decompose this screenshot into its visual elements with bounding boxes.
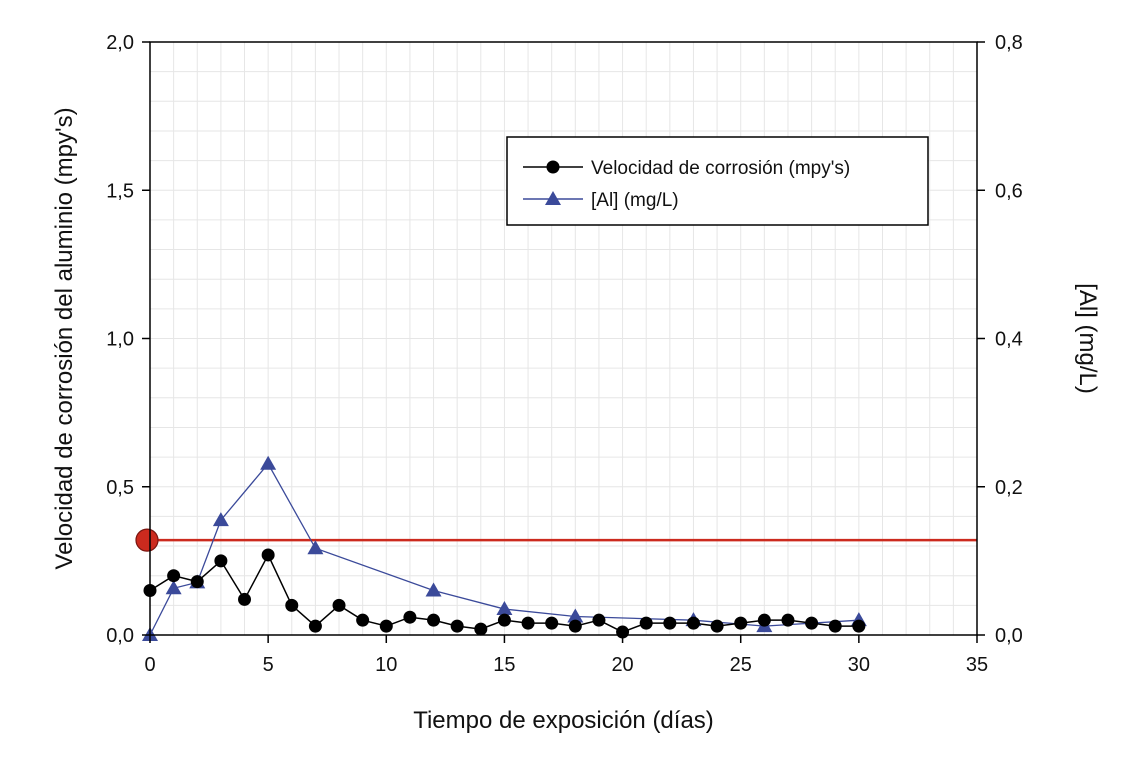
data-point-aluminum: [212, 512, 229, 527]
data-point-corrosion: [568, 619, 582, 633]
grid: [150, 42, 977, 635]
y2-tick-label: 0,4: [995, 329, 1023, 351]
data-point-corrosion: [545, 616, 559, 630]
data-point-aluminum: [165, 580, 182, 595]
legend-marker-corrosion: [546, 160, 560, 174]
data-point-aluminum: [260, 455, 277, 470]
x-tick-label: 20: [611, 654, 633, 676]
legend-marker-aluminum: [545, 191, 561, 205]
data-point-corrosion: [308, 619, 322, 633]
data-point-corrosion: [450, 619, 464, 633]
x-tick-label: 5: [263, 654, 274, 676]
y2-tick-label: 0,0: [995, 625, 1023, 647]
data-point-corrosion: [521, 616, 535, 630]
data-point-corrosion: [403, 610, 417, 624]
series: [135, 455, 867, 641]
legend-label-corrosion: Velocidad de corrosión (mpy's): [591, 158, 850, 179]
data-point-corrosion: [828, 619, 842, 633]
legend-label-aluminum: [Al] (mg/L): [591, 190, 679, 211]
data-point-corrosion: [238, 592, 252, 606]
data-point-corrosion: [190, 575, 204, 589]
y-axis-title: Velocidad de corrosión del aluminio (mpy…: [51, 107, 78, 569]
data-point-aluminum: [496, 601, 513, 616]
data-point-corrosion: [474, 622, 488, 636]
data-point-corrosion: [167, 569, 181, 583]
data-point-corrosion: [686, 616, 700, 630]
data-point-corrosion: [261, 548, 275, 562]
data-point-corrosion: [427, 613, 441, 627]
y-tick-label: 2,0: [106, 32, 134, 54]
data-point-corrosion: [710, 619, 724, 633]
data-point-corrosion: [663, 616, 677, 630]
y-tick-label: 1,5: [106, 180, 134, 202]
data-point-corrosion: [356, 613, 370, 627]
axis-ticks: 0 5 10 15 20 25 30 35 0,0 0,5 1,0 1,5 2,0 0,0 0,2 0,4 0,…: [106, 32, 1023, 676]
data-point-corrosion: [592, 613, 606, 627]
data-point-corrosion: [805, 616, 819, 630]
data-point-corrosion: [852, 619, 866, 633]
y-tick-label: 0,5: [106, 477, 134, 499]
data-point-aluminum: [307, 540, 324, 555]
legend: Velocidad de corrosión (mpy's) [Al] (mg/…: [506, 136, 929, 226]
x-tick-label: 0: [144, 654, 155, 676]
data-point-corrosion: [497, 613, 511, 627]
data-point-corrosion: [639, 616, 653, 630]
data-point-aluminum: [567, 608, 584, 623]
data-point-corrosion: [285, 598, 299, 612]
x-tick-label: 15: [493, 654, 515, 676]
data-point-corrosion: [734, 616, 748, 630]
data-point-corrosion: [332, 598, 346, 612]
y2-tick-label: 0,8: [995, 32, 1023, 54]
x-tick-label: 35: [966, 654, 988, 676]
data-point-corrosion: [781, 613, 795, 627]
y2-tick-label: 0,2: [995, 477, 1023, 499]
x-tick-label: 25: [730, 654, 752, 676]
data-point-corrosion: [379, 619, 393, 633]
y-tick-label: 1,0: [106, 329, 134, 351]
y-tick-label: 0,0: [106, 625, 134, 647]
x-tick-label: 30: [848, 654, 870, 676]
data-point-aluminum: [425, 582, 442, 597]
reference-marker: [135, 528, 159, 552]
legend-box: [506, 136, 929, 226]
data-point-corrosion: [757, 613, 771, 627]
y2-tick-label: 0,6: [995, 180, 1023, 202]
x-tick-label: 10: [375, 654, 397, 676]
data-point-corrosion: [214, 554, 228, 568]
y2-axis-title: [Al] (mg/L): [1074, 283, 1101, 394]
x-axis-title: Tiempo de exposición (días): [413, 707, 714, 734]
